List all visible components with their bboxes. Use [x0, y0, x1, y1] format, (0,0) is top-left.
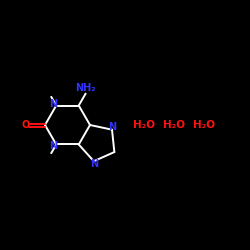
Text: H₂O: H₂O	[163, 120, 185, 130]
Text: H₂O: H₂O	[133, 120, 155, 130]
Text: O: O	[22, 120, 30, 130]
Text: N: N	[49, 99, 57, 109]
Text: N: N	[49, 141, 57, 151]
Text: H₂O: H₂O	[193, 120, 215, 130]
Text: N: N	[108, 122, 116, 132]
Text: NH₂: NH₂	[74, 83, 95, 93]
Text: N: N	[90, 159, 98, 169]
